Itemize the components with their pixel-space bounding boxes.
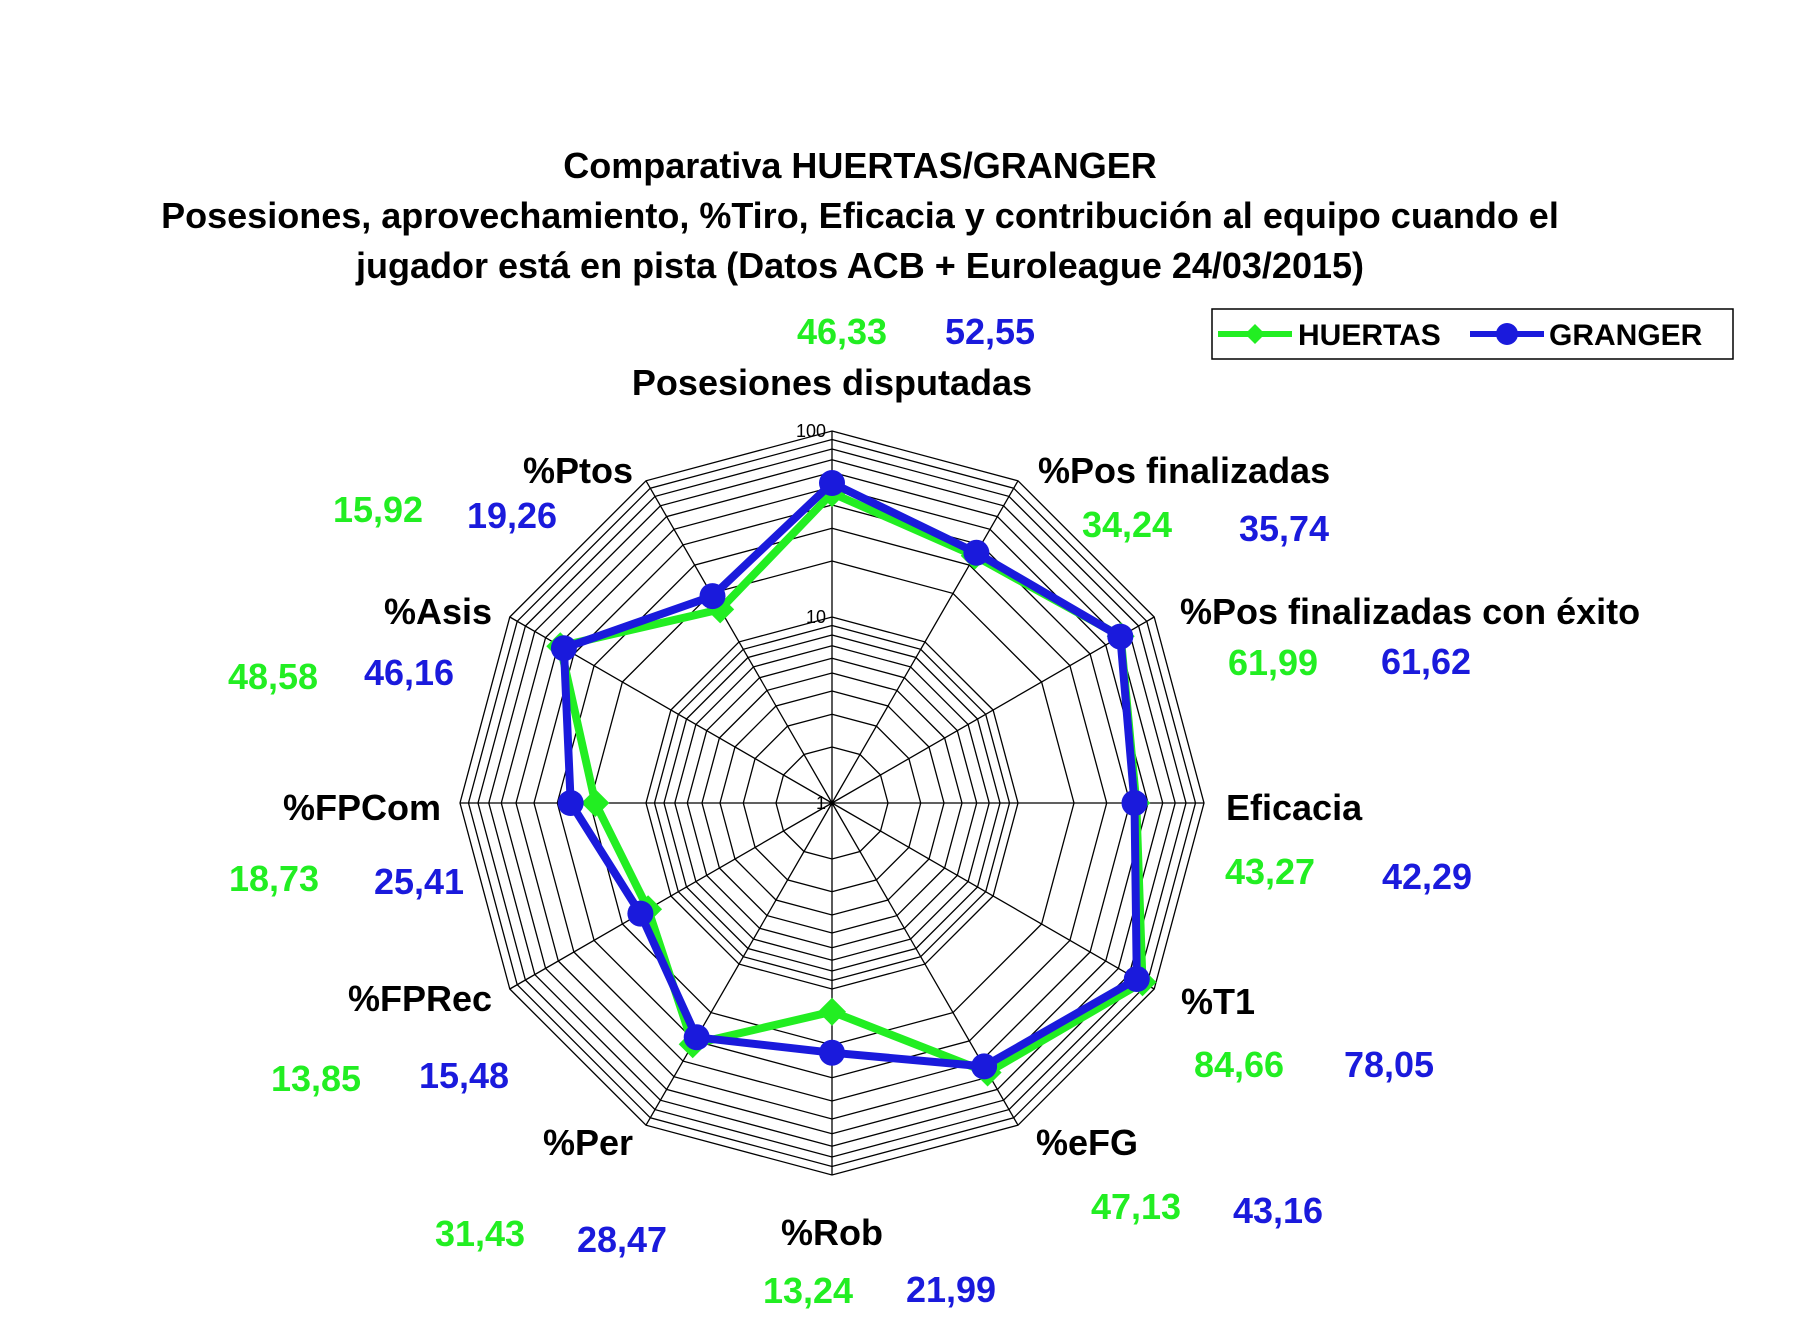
value-label-granger: 19,26 [467,495,557,536]
category-label: %Ptos [523,450,633,491]
category-label: %Rob [781,1212,883,1253]
category-label: Eficacia [1226,787,1363,828]
data-point-granger [971,1053,998,1080]
data-point-granger [627,900,654,927]
value-label-granger: 28,47 [577,1219,667,1260]
value-label-granger: 42,29 [1382,856,1472,897]
value-label-huertas: 84,66 [1194,1044,1284,1085]
legend-marker-huertas [1245,324,1265,344]
value-label-huertas: 61,99 [1228,642,1318,683]
value-label-granger: 15,48 [419,1055,509,1096]
radial-tick-label: 1 [816,793,826,813]
value-label-huertas: 48,58 [228,656,318,697]
radar-grid [459,430,1205,1176]
value-label-huertas: 34,24 [1082,504,1172,545]
grid-spoke [831,802,1155,990]
category-label: %eFG [1036,1122,1138,1163]
category-labels: Posesiones disputadas 46,33 52,55 %Pos fina… [228,311,1640,1311]
value-label-granger: 35,74 [1239,508,1329,549]
value-label-granger: 52,55 [945,311,1035,352]
radial-tick-label: 10 [806,607,826,627]
radial-tick-label: 100 [796,421,826,441]
value-label-huertas: 43,27 [1225,851,1315,892]
grid-spoke [645,480,833,804]
title-line-3: jugador está en pista (Datos ACB + Eurol… [355,245,1364,286]
value-label-huertas: 47,13 [1091,1186,1181,1227]
data-point-huertas [818,997,846,1026]
category-label: %Per [543,1122,633,1163]
data-point-granger [699,583,726,610]
category-label: %Pos finalizadas [1038,450,1330,491]
value-label-granger: 21,99 [906,1269,996,1310]
radar-series [546,470,1157,1087]
category-label: %FPCom [283,787,441,828]
value-label-huertas: 31,43 [435,1213,525,1254]
legend-label-huertas: HUERTAS [1298,319,1441,352]
value-label-granger: 61,62 [1381,641,1471,682]
grid-spoke [509,802,833,990]
data-point-granger [1121,790,1148,816]
data-point-granger [819,1039,845,1066]
grid-spoke [831,616,1155,804]
grid-spoke [645,802,833,1126]
title-line-2: Posesiones, aprovechamiento, %Tiro, Efic… [161,195,1559,236]
category-label: %Pos finalizadas con éxito [1180,591,1640,632]
value-label-granger: 43,16 [1233,1190,1323,1231]
value-label-granger: 78,05 [1344,1044,1434,1085]
category-label: %Asis [384,591,492,632]
value-label-huertas: 13,85 [271,1058,361,1099]
value-label-huertas: 13,24 [763,1270,853,1311]
legend-label-granger: GRANGER [1549,319,1703,352]
title-line-1: Comparativa HUERTAS/GRANGER [563,145,1156,186]
data-point-granger [683,1024,710,1051]
legend: HUERTAS GRANGER [1211,308,1734,360]
data-point-granger [550,635,577,662]
value-label-huertas: 46,33 [797,311,887,352]
data-point-granger [1107,623,1134,650]
radar-tick-labels: 1 10 100 [796,421,826,813]
data-point-granger [963,539,990,566]
data-point-granger [819,470,845,496]
legend-marker-granger [1496,323,1518,345]
chart-title: Comparativa HUERTAS/GRANGER Posesiones, … [161,145,1559,286]
data-point-granger [557,790,584,816]
category-label: Posesiones disputadas [632,362,1032,403]
category-label: %FPRec [348,978,492,1019]
value-label-huertas: 18,73 [229,858,319,899]
value-label-huertas: 15,92 [333,489,423,530]
category-label: %T1 [1181,981,1255,1022]
data-point-granger [1123,966,1150,992]
grid-spoke [831,480,1019,804]
value-label-granger: 25,41 [374,861,464,902]
value-label-granger: 46,16 [364,652,454,693]
data-point-huertas [581,789,610,817]
